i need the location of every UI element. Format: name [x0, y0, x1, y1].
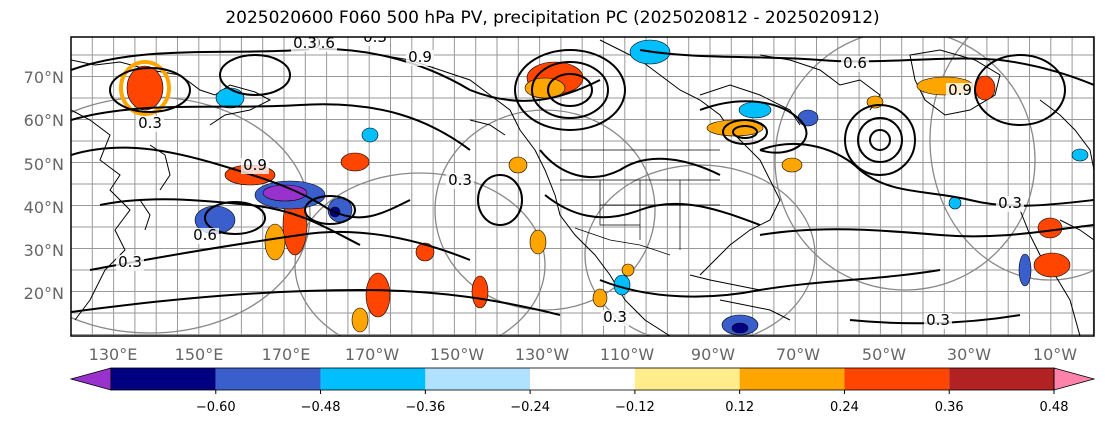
lon-label: 10°W — [1033, 345, 1077, 364]
lon-label: 70°W — [776, 345, 820, 364]
lat-label: 60°N — [24, 111, 64, 130]
contour-labels: 0.6 0.30.90.30.90.60.30.30.90.30.60.30.30… — [116, 28, 1024, 329]
colorbar-tick-label: 0.36 — [935, 400, 964, 415]
contour-label: 0.3 — [118, 253, 142, 271]
contour-label: 0.3 — [603, 308, 627, 326]
colorbar-segment — [949, 368, 1054, 390]
lon-label: 170°E — [262, 345, 311, 364]
contour-label: 0.3 — [998, 194, 1022, 212]
colorbar-segment — [844, 368, 950, 390]
contour-label: 0.6 — [843, 54, 867, 72]
colorbar-tick-label: −0.24 — [510, 400, 550, 415]
pv-contours — [71, 48, 1094, 325]
colorbar-segment — [530, 368, 635, 390]
map-frame — [70, 36, 1095, 337]
colorbar-under-arrow — [69, 367, 112, 391]
contour-label: 0.3 — [293, 34, 317, 52]
lat-lon-grid — [71, 37, 1094, 336]
colorbar-tick-label: −0.60 — [196, 400, 236, 415]
latitude-labels: 70°N 60°N 50°N 40°N 30°N 20°N — [24, 68, 64, 303]
lat-label: 70°N — [24, 68, 64, 87]
figure-title: 2025020600 F060 500 hPa PV, precipitatio… — [225, 8, 880, 28]
colorbar-segment — [215, 368, 321, 390]
lat-label: 30°N — [24, 241, 64, 260]
colorbar-tick-label: −0.48 — [301, 400, 341, 415]
lon-label: 50°W — [862, 345, 906, 364]
contour-label: 0.6 — [193, 226, 217, 244]
lon-label: 170°W — [345, 345, 400, 364]
lon-label: 90°W — [691, 345, 735, 364]
colorbar-segment — [634, 368, 740, 390]
longitude-labels: 130°E 150°E 170°E 170°W 150°W 130°W 110°W 90°W 7… — [89, 345, 1078, 364]
contour-label: 0.3 — [138, 114, 162, 132]
lon-label: 150°E — [175, 345, 224, 364]
lon-label: 130°E — [89, 345, 138, 364]
contour-label: 0.3 — [926, 311, 950, 329]
colorbar-tick-label: −0.12 — [615, 400, 655, 415]
lat-label: 40°N — [24, 198, 64, 217]
colorbar-segment — [111, 368, 216, 390]
colorbar-tick-label: 0.48 — [1040, 400, 1069, 415]
colorbar-tick-label: 0.24 — [830, 400, 859, 415]
colorbar-over-arrow — [1053, 367, 1096, 391]
lon-label: 130°W — [515, 345, 570, 364]
contour-label: 0.3 — [363, 28, 387, 46]
contour-label: 0.3 — [448, 171, 472, 189]
colorbar: −0.60 −0.48 −0.36 −0.24 −0.12 0.12 0.24 0.36 0.4… — [69, 367, 1096, 415]
colorbar-segment — [425, 368, 531, 390]
contour-label: 0.9 — [243, 156, 267, 174]
contour-label: 0.9 — [408, 48, 432, 66]
lat-label: 50°N — [24, 155, 64, 174]
lon-label: 110°W — [600, 345, 655, 364]
colorbar-tick-label: 0.12 — [725, 400, 754, 415]
contour-label: 0.9 — [948, 81, 972, 99]
lon-label: 30°W — [947, 345, 991, 364]
lat-label: 20°N — [24, 284, 64, 303]
great-circle-lines — [71, 37, 1094, 336]
colorbar-tick-label: −0.36 — [405, 400, 445, 415]
lon-label: 150°W — [430, 345, 485, 364]
colorbar-segment — [320, 368, 426, 390]
colorbar-segment — [739, 368, 845, 390]
